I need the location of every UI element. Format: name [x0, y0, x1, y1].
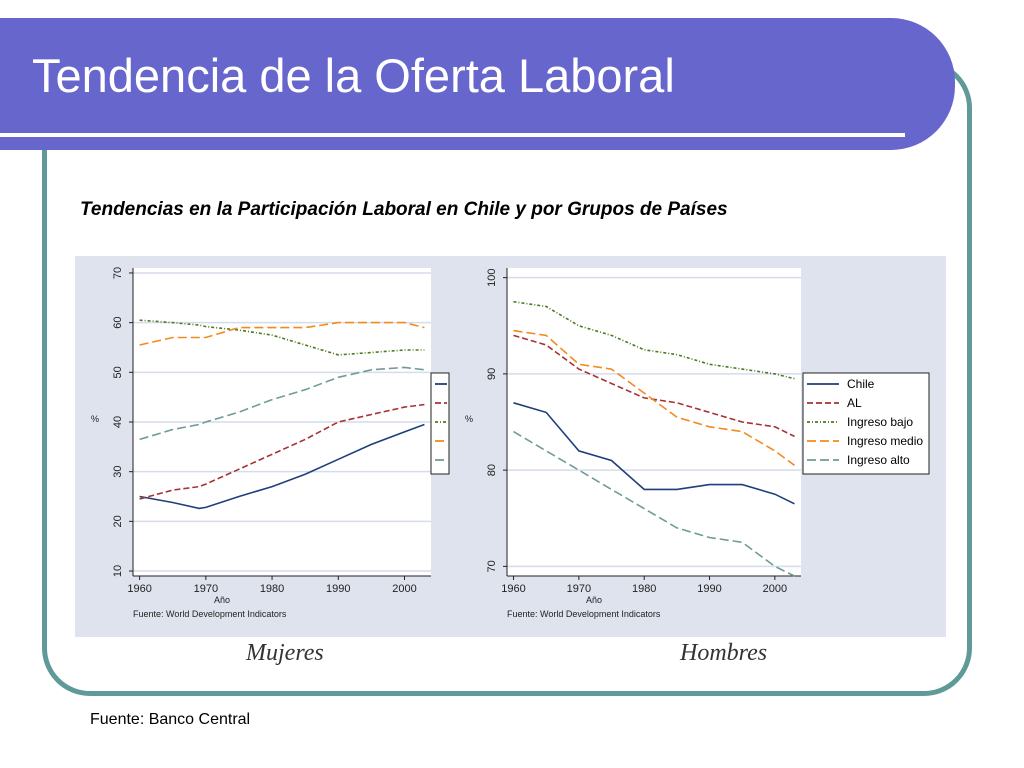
chart-subtitle: Tendencias en la Participación Laboral e…	[80, 199, 728, 220]
x-tick-label: 1970	[194, 583, 218, 595]
x-tick-label: 1980	[632, 583, 656, 595]
legend-label-ingreso-bajo: Ingreso bajo	[847, 415, 913, 429]
caption-mujeres: Mujeres	[246, 640, 324, 666]
series-line-ingreso-alto	[139, 366, 425, 441]
series-line-al	[513, 334, 795, 438]
chart-source-note: Fuente: World Development Indicators	[133, 609, 287, 619]
x-tick-label: 2000	[392, 583, 416, 595]
series-line-al	[139, 403, 425, 500]
legend-label-ingreso-medio: Ingreso medio	[847, 434, 923, 448]
series-line-chile	[139, 423, 425, 510]
legend-box	[430, 372, 450, 475]
title-bar	[0, 18, 955, 150]
title-underline	[0, 133, 905, 137]
y-tick-label: 90	[486, 368, 498, 380]
y-tick-label: 10	[112, 565, 124, 577]
y-axis-label: %	[91, 414, 99, 424]
y-tick-label: 100	[486, 268, 498, 286]
x-tick-label: 1990	[697, 583, 721, 595]
legend-label-ingreso-alto: Ingreso alto	[847, 453, 910, 467]
x-tick-label: 1960	[501, 583, 525, 595]
x-axis-label: Año	[586, 595, 602, 605]
series-line-ingreso-alto	[513, 430, 795, 577]
x-tick-label: 1970	[567, 583, 591, 595]
y-tick-label: 70	[486, 560, 498, 572]
chart-hombres: 70 80 90 100 1960 1970 1980 1990 2000 Año% Fuente:…	[465, 268, 930, 619]
y-axis-label: %	[465, 414, 473, 424]
series-line-ingreso-medio	[513, 329, 795, 466]
y-tick-label: 80	[486, 464, 498, 476]
chart-source-note: Fuente: World Development Indicators	[507, 609, 661, 619]
series-line-ingreso-bajo	[513, 300, 795, 380]
y-tick-label: 20	[112, 515, 124, 527]
x-tick-label: 1980	[260, 583, 284, 595]
series-line-ingreso-bajo	[139, 319, 425, 356]
caption-hombres: Hombres	[680, 640, 768, 666]
x-tick-label: 1990	[326, 583, 350, 595]
y-tick-label: 60	[112, 317, 124, 329]
y-tick-label: 50	[112, 366, 124, 378]
slide-source: Fuente: Banco Central	[90, 711, 251, 728]
slide-title: Tendencia de la Oferta Laboral	[32, 49, 675, 102]
legend-label-chile: Chile	[847, 377, 875, 391]
series-line-chile	[513, 402, 795, 505]
x-tick-label: 1960	[127, 583, 151, 595]
series-line-ingreso-medio	[139, 321, 425, 346]
legend-label-al: AL	[847, 396, 862, 410]
x-tick-label: 2000	[763, 583, 787, 595]
plot-area	[507, 268, 801, 576]
y-tick-label: 40	[112, 416, 124, 428]
x-axis-label: Año	[214, 595, 230, 605]
y-tick-label: 70	[112, 267, 124, 279]
legend-box	[802, 372, 930, 475]
chart-mujeres: 10 20 30 40 50 60 70 1960 1970 1980 1990 2000 Año% Fu…	[91, 267, 450, 619]
y-tick-label: 30	[112, 466, 124, 478]
